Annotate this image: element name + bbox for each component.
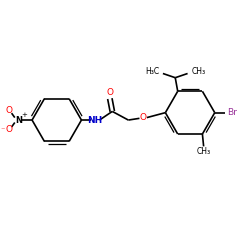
Text: CH₃: CH₃	[191, 67, 206, 76]
Text: Br: Br	[227, 108, 237, 117]
Text: N: N	[15, 116, 22, 124]
Text: +: +	[21, 112, 27, 118]
Text: CH₃: CH₃	[196, 147, 211, 156]
Text: O: O	[106, 88, 113, 97]
Text: NH: NH	[88, 116, 103, 124]
Text: O: O	[6, 125, 12, 134]
Text: O: O	[140, 113, 147, 122]
Text: O: O	[6, 106, 12, 115]
Text: H₃C: H₃C	[145, 67, 159, 76]
Text: ⁻: ⁻	[0, 125, 4, 134]
